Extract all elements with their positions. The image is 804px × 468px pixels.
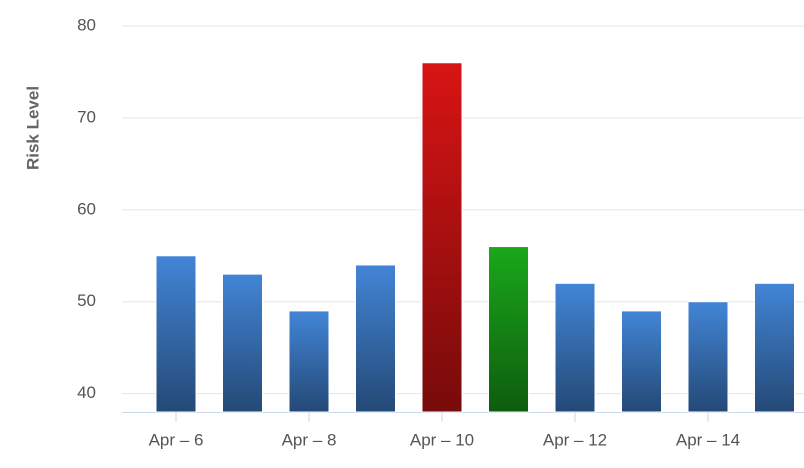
x-tick-label: Apr – 12 xyxy=(543,430,607,449)
x-tick-label: Apr – 10 xyxy=(410,430,474,449)
x-tick-label: Apr – 14 xyxy=(676,430,740,449)
bar xyxy=(421,62,463,413)
bar xyxy=(288,310,330,413)
y-tick-label: 80 xyxy=(77,15,96,34)
y-tick-label: 70 xyxy=(77,107,96,126)
y-axis-label: Risk Level xyxy=(23,86,42,170)
bar xyxy=(621,310,662,413)
y-tick-label: 40 xyxy=(77,383,96,402)
bar xyxy=(754,282,795,413)
bar xyxy=(155,255,197,413)
y-tick-label: 60 xyxy=(77,199,96,218)
bar xyxy=(488,246,529,413)
bar xyxy=(687,301,729,413)
bar xyxy=(355,264,396,413)
x-tick-label: Apr – 6 xyxy=(149,430,204,449)
bar xyxy=(554,282,596,413)
y-tick-label: 50 xyxy=(77,291,96,310)
x-tick-label: Apr – 8 xyxy=(282,430,337,449)
bar xyxy=(222,273,263,413)
